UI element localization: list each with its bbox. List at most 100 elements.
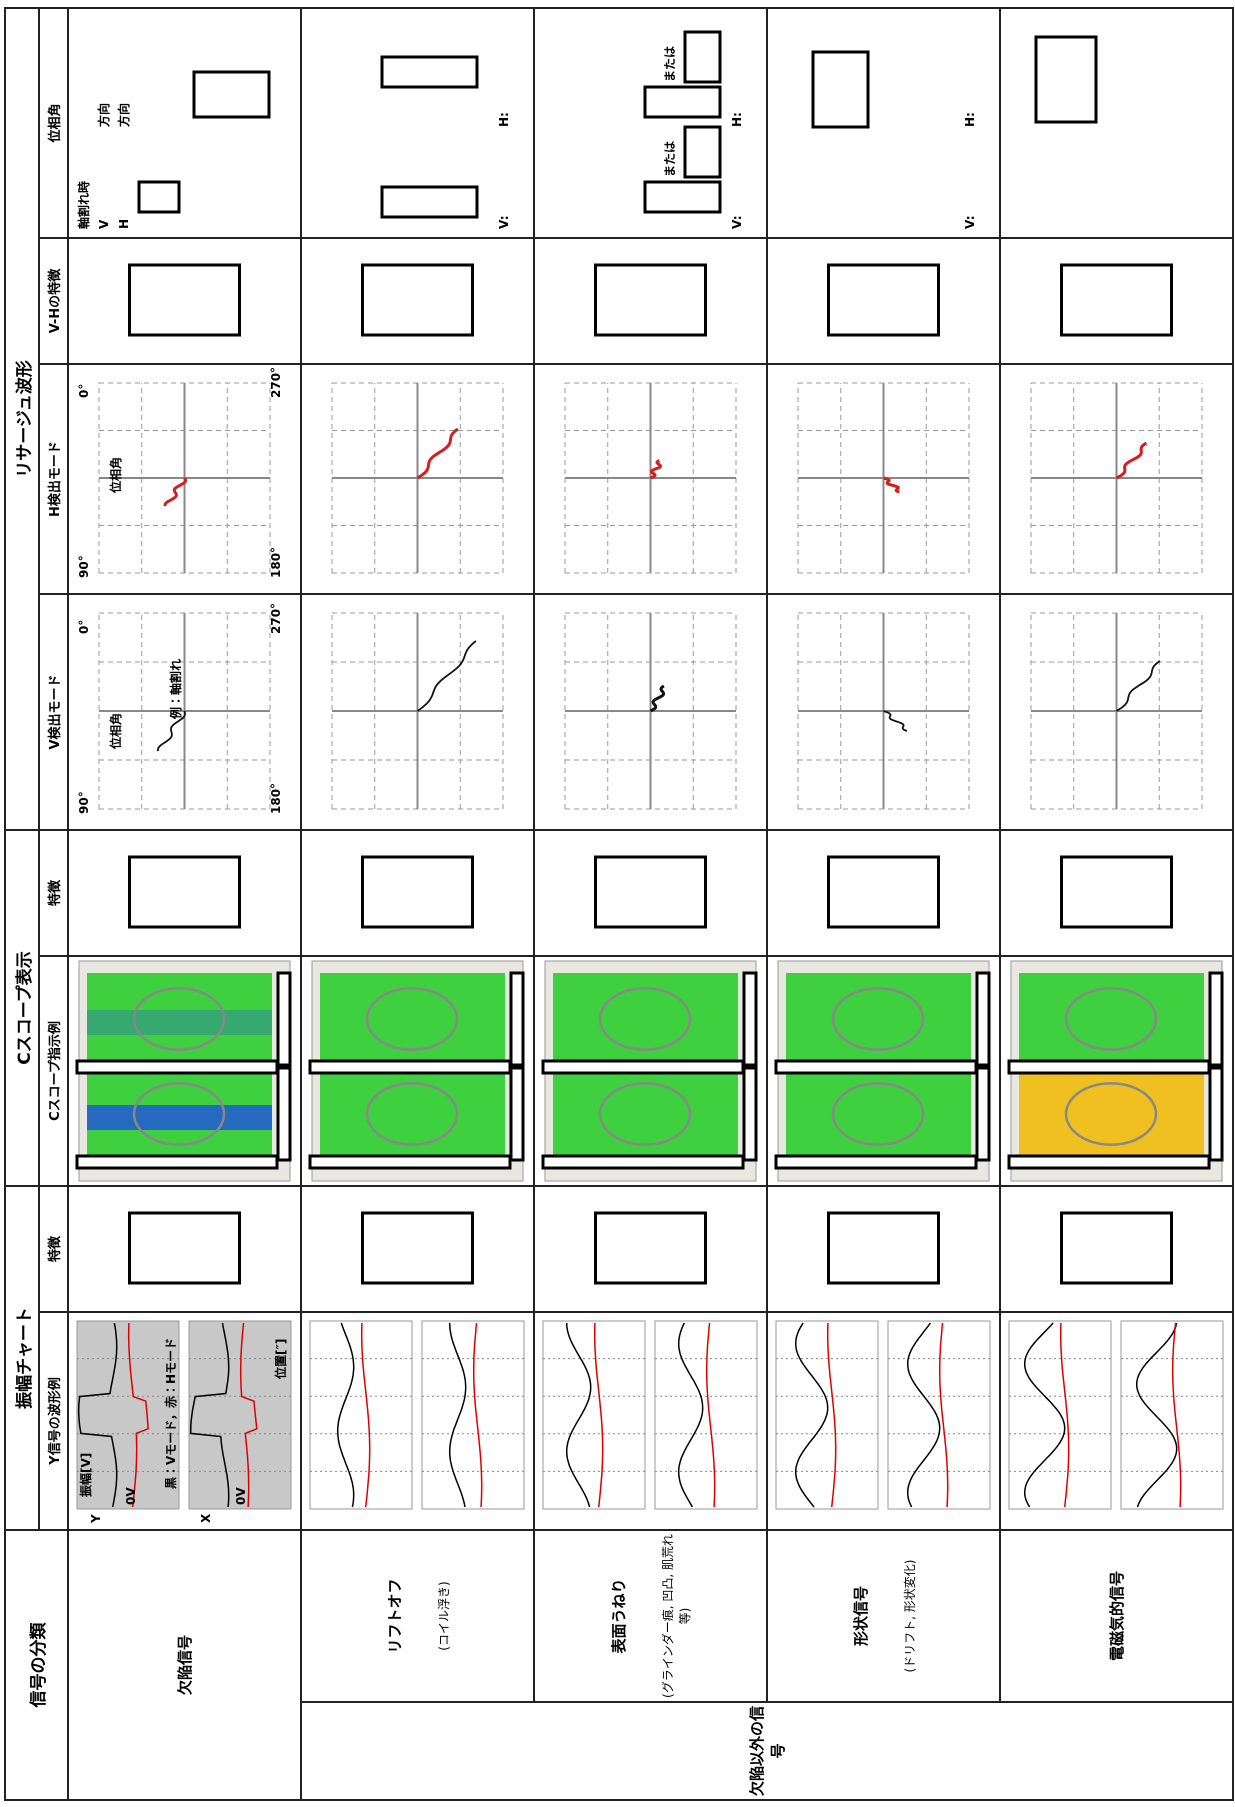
cell-graphic xyxy=(797,612,970,810)
waveform-black xyxy=(1135,1322,1178,1508)
cell xyxy=(68,830,301,956)
item-name: リフトオフ xyxy=(385,1578,404,1654)
blank-box xyxy=(594,1211,707,1285)
cell xyxy=(68,238,301,364)
lissajous-curve xyxy=(649,684,666,713)
blank-box xyxy=(75,1059,279,1075)
cell xyxy=(301,364,534,594)
cell-graphic xyxy=(542,1320,758,1510)
cscope-map xyxy=(786,1068,971,1160)
cell-graphic xyxy=(1030,612,1203,810)
cell xyxy=(767,956,1000,1186)
annotation: 180° xyxy=(269,782,283,814)
lissajous-curve xyxy=(157,710,186,751)
cell-graphic xyxy=(98,612,271,810)
cell-graphic xyxy=(361,855,474,929)
annotation: 90° xyxy=(77,791,91,814)
cell xyxy=(534,364,767,594)
cell xyxy=(767,1312,1000,1530)
indication-ring xyxy=(132,1082,226,1146)
cell-graphic xyxy=(827,855,940,929)
subheader: H検出モード xyxy=(39,364,68,594)
cell xyxy=(534,238,767,364)
blank-box xyxy=(827,263,940,337)
row-label: リフトオフ (コイル浮き) xyxy=(301,1530,534,1702)
annotation: 180° xyxy=(269,546,283,578)
blank-box xyxy=(137,180,181,214)
annotation: 位置[″] xyxy=(274,1338,288,1379)
item-name: 表面うねり xyxy=(610,1578,628,1654)
cell xyxy=(534,1186,767,1312)
cell-graphic xyxy=(827,263,940,337)
cell xyxy=(767,1186,1000,1312)
header-cscope: Cスコープ表示 xyxy=(5,830,39,1186)
cell-graphic xyxy=(594,263,707,337)
blank-box xyxy=(774,1154,978,1170)
waveform-black xyxy=(565,1322,592,1508)
cell xyxy=(767,594,1000,830)
indication-ring xyxy=(1064,1082,1158,1146)
cell-graphic xyxy=(361,1211,474,1285)
cscope-map xyxy=(786,973,971,1065)
cell xyxy=(1000,1186,1233,1312)
lissajous-curve xyxy=(883,710,908,732)
cell-graphic xyxy=(331,612,504,810)
table-row: 欠陥信号 Y X 振幅[V] 0V 0V 黒：Vモード，赤：Hモード 位置[″] 90° 0° 18… xyxy=(68,8,301,1800)
blank-box xyxy=(361,263,474,337)
blank-box xyxy=(276,971,292,1067)
blank-box xyxy=(774,1059,978,1075)
cell-graphic xyxy=(309,1320,525,1510)
cell xyxy=(534,594,767,830)
annotation: 位相角 xyxy=(109,456,123,493)
waveform-red xyxy=(239,1322,258,1508)
item-note: (ドリフト, 形状変化) xyxy=(902,1559,917,1673)
blank-box xyxy=(541,1154,745,1170)
row-label: 欠陥信号 xyxy=(68,1530,301,1800)
cell-graphic xyxy=(797,382,970,574)
subheader: 特徴 xyxy=(39,830,68,956)
cell-graphic xyxy=(308,960,525,1182)
blank-box xyxy=(1007,1059,1211,1075)
waveform-black xyxy=(1023,1322,1066,1508)
lissajous-curve xyxy=(1116,660,1161,712)
lissajous-curve xyxy=(649,459,663,480)
annotation: V: xyxy=(497,215,511,229)
blank-box xyxy=(1007,1154,1211,1170)
waveform-black xyxy=(336,1322,355,1508)
cell xyxy=(1000,1312,1233,1530)
blank-box xyxy=(128,1211,241,1285)
annotation: 方向 xyxy=(97,102,111,127)
cscope-map xyxy=(1019,973,1204,1065)
cscope-indication xyxy=(87,1105,272,1130)
lissajous-curve xyxy=(883,476,900,494)
cscope-map xyxy=(320,1068,505,1160)
blank-box xyxy=(742,1066,758,1162)
annotation: X xyxy=(199,1513,213,1523)
annotation: V xyxy=(97,219,111,229)
signal-table: 信号の分類 振幅チャート Cスコープ表示 リサージュ波形 Y信号の波形例 特徴 Cスコープ指… xyxy=(4,7,1234,1801)
annotation: H: xyxy=(497,112,511,127)
waveform-red xyxy=(1171,1322,1182,1508)
annotation: または xyxy=(663,140,677,177)
annotation: 0V xyxy=(124,1487,138,1505)
cell xyxy=(767,364,1000,594)
blank-box xyxy=(1034,35,1098,124)
indication-ring xyxy=(1064,987,1158,1051)
cell xyxy=(1000,594,1233,830)
chart-panel xyxy=(1120,1320,1224,1510)
blank-box xyxy=(541,1059,745,1075)
cell: 軸割れ時 V H 方向 方向 xyxy=(68,8,301,238)
indication-ring xyxy=(831,1082,925,1146)
table-row: 欠陥以外の信号 リフトオフ (コイル浮き) V: H: xyxy=(301,8,1233,1800)
annotation: 270° xyxy=(269,602,283,634)
cell: 90° 0° 180° 270° 位相角 例：軸割れ xyxy=(68,594,301,830)
chart-panel xyxy=(188,1320,292,1510)
cell-graphic xyxy=(137,70,271,214)
header-lissajous: リサージュ波形 xyxy=(5,8,39,830)
annotation: 90° xyxy=(77,555,91,578)
cell xyxy=(301,956,534,1186)
waveform-red xyxy=(360,1322,371,1508)
annotation: 270° xyxy=(269,366,283,398)
waveform-red xyxy=(705,1322,716,1508)
